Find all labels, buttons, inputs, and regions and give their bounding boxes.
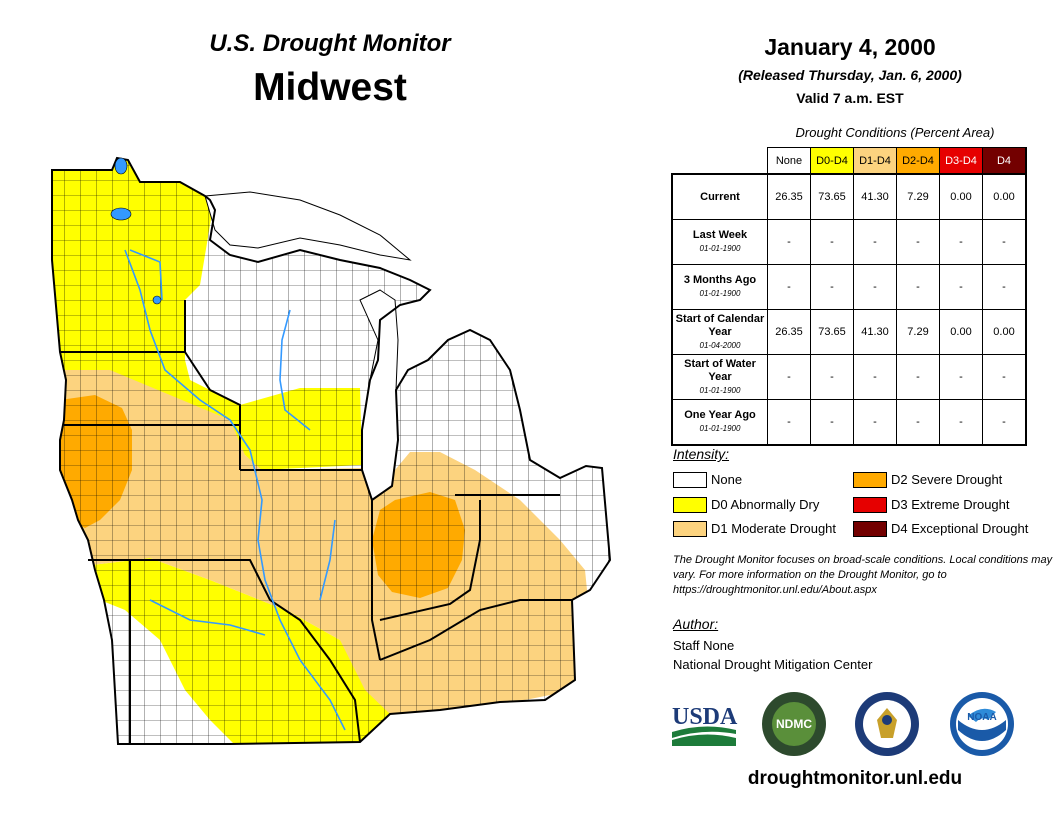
table-cell: 0.00 bbox=[982, 173, 1027, 220]
table-cell: - bbox=[767, 399, 811, 446]
table-row: Last Week 01-01-1900 - - - - - - bbox=[671, 219, 1027, 265]
col-header-d2-d4: D2-D4 bbox=[896, 147, 940, 175]
table-corner bbox=[672, 148, 768, 175]
row-date: 01-04-2000 bbox=[699, 340, 741, 350]
row-date: 01-01-1900 bbox=[699, 289, 741, 298]
table-cell: - bbox=[853, 219, 897, 265]
table-cell: 0.00 bbox=[939, 309, 983, 355]
col-header-none: None bbox=[767, 147, 811, 175]
table-cell: - bbox=[896, 399, 940, 446]
row-label-text: Last Week bbox=[692, 229, 748, 241]
author-heading: Author: bbox=[673, 616, 719, 632]
table-cell: 41.30 bbox=[853, 309, 897, 355]
table-cell: - bbox=[939, 354, 983, 400]
noaa-logo: NOAA bbox=[950, 692, 1014, 756]
release-date: (Released Thursday, Jan. 6, 2000) bbox=[738, 67, 962, 83]
table-cell: 7.29 bbox=[896, 309, 940, 355]
usda-logo-text: USDA bbox=[672, 704, 738, 730]
row-label-start-water-year: Start of Water Year 01-01-1900 bbox=[671, 354, 768, 400]
table-cell: 26.35 bbox=[767, 309, 811, 355]
table-cell: 0.00 bbox=[939, 173, 983, 220]
table-cell: - bbox=[810, 399, 854, 446]
row-label-text: Start of Calendar Year bbox=[675, 312, 765, 338]
row-label-current: Current bbox=[671, 173, 768, 220]
col-header-d1-d4: D1-D4 bbox=[853, 147, 897, 175]
noaa-logo-text: NOAA bbox=[967, 712, 996, 723]
table-cell: 26.35 bbox=[767, 173, 811, 220]
table-row: Current 26.35 73.65 41.30 7.29 0.00 0.00 bbox=[671, 173, 1027, 220]
row-date: 01-01-1900 bbox=[699, 424, 741, 433]
table-cell: - bbox=[853, 264, 897, 310]
product-title: U.S. Drought Monitor bbox=[209, 30, 451, 57]
row-date: 01-01-1900 bbox=[699, 244, 741, 253]
table-cell: 73.65 bbox=[810, 173, 854, 220]
row-label-one-year-ago: One Year Ago 01-01-1900 bbox=[671, 399, 768, 446]
col-header-d0-d4: D0-D4 bbox=[810, 147, 854, 175]
table-title: Drought Conditions (Percent Area) bbox=[795, 125, 995, 140]
map-date: January 4, 2000 bbox=[764, 34, 936, 60]
table-cell: - bbox=[896, 219, 940, 265]
drought-conditions-table: None D0-D4 D1-D4 D2-D4 D3-D4 D4 Current … bbox=[671, 147, 1027, 446]
table-cell: - bbox=[982, 219, 1027, 265]
commerce-seal-logo bbox=[855, 692, 919, 756]
author-organization: National Drought Mitigation Center bbox=[673, 657, 873, 672]
legend-title: Intensity: bbox=[673, 446, 730, 462]
legend-label: D4 Exceptional Drought bbox=[891, 521, 1029, 536]
row-label-start-calendar-year: Start of Calendar Year 01-04-2000 bbox=[671, 309, 768, 355]
legend-label: D0 Abnormally Dry bbox=[711, 497, 820, 512]
legend-swatch bbox=[853, 497, 887, 513]
table-cell: - bbox=[767, 264, 811, 310]
table-cell: - bbox=[939, 264, 983, 310]
table-cell: - bbox=[767, 354, 811, 400]
ndmc-logo: NDMC bbox=[762, 692, 826, 756]
table-cell: 41.30 bbox=[853, 173, 897, 220]
row-label-text: Current bbox=[700, 190, 740, 203]
row-label-last-week: Last Week 01-01-1900 bbox=[671, 219, 768, 265]
row-label-3-months-ago: 3 Months Ago 01-01-1900 bbox=[671, 264, 768, 310]
table-row: Start of Calendar Year 01-04-2000 26.35 7… bbox=[671, 309, 1027, 355]
table-cell: - bbox=[810, 264, 854, 310]
author-name: Staff None bbox=[673, 638, 735, 653]
table-cell: - bbox=[853, 399, 897, 446]
table-cell: - bbox=[810, 219, 854, 265]
legend-swatch bbox=[673, 521, 707, 537]
table-cell: - bbox=[982, 399, 1027, 446]
drought-map bbox=[51, 157, 611, 745]
table-cell: 73.65 bbox=[810, 309, 854, 355]
table-row: 3 Months Ago 01-01-1900 - - - - - - bbox=[671, 264, 1027, 310]
table-cell: - bbox=[939, 219, 983, 265]
table-cell: 0.00 bbox=[982, 309, 1027, 355]
valid-time: Valid 7 a.m. EST bbox=[796, 90, 904, 106]
row-label-text: 3 Months Ago bbox=[683, 274, 757, 286]
table-cell: - bbox=[896, 264, 940, 310]
usda-logo: USDA bbox=[672, 704, 738, 746]
table-cell: - bbox=[767, 219, 811, 265]
col-header-d3-d4: D3-D4 bbox=[939, 147, 983, 175]
legend-label: D3 Extreme Drought bbox=[891, 497, 1010, 512]
table-cell: - bbox=[982, 354, 1027, 400]
table-cell: - bbox=[939, 399, 983, 446]
legend-swatch bbox=[853, 521, 887, 537]
table-cell: - bbox=[896, 354, 940, 400]
table-row: One Year Ago 01-01-1900 - - - - - - bbox=[671, 399, 1027, 446]
legend-label: D1 Moderate Drought bbox=[711, 521, 837, 536]
legend-swatch bbox=[853, 472, 887, 488]
legend-swatch bbox=[673, 472, 707, 488]
row-date: 01-01-1900 bbox=[699, 385, 741, 395]
table-cell: - bbox=[810, 354, 854, 400]
row-label-text: One Year Ago bbox=[684, 409, 756, 421]
website-link[interactable]: droughtmonitor.unl.edu bbox=[747, 768, 963, 789]
region-title: Midwest bbox=[253, 66, 407, 109]
legend-swatch bbox=[673, 497, 707, 513]
row-label-text: Start of Water Year bbox=[684, 357, 756, 383]
table-cell: 7.29 bbox=[896, 173, 940, 220]
col-header-d4: D4 bbox=[982, 147, 1027, 175]
table-cell: - bbox=[853, 354, 897, 400]
table-row: Start of Water Year 01-01-1900 - - - - - … bbox=[671, 354, 1027, 400]
table-cell: - bbox=[982, 264, 1027, 310]
legend-label: None bbox=[711, 472, 743, 487]
disclaimer-note: The Drought Monitor focuses on broad-sca… bbox=[673, 554, 1053, 596]
ndmc-logo-text: NDMC bbox=[776, 717, 812, 731]
legend-label: D2 Severe Drought bbox=[891, 472, 1003, 487]
